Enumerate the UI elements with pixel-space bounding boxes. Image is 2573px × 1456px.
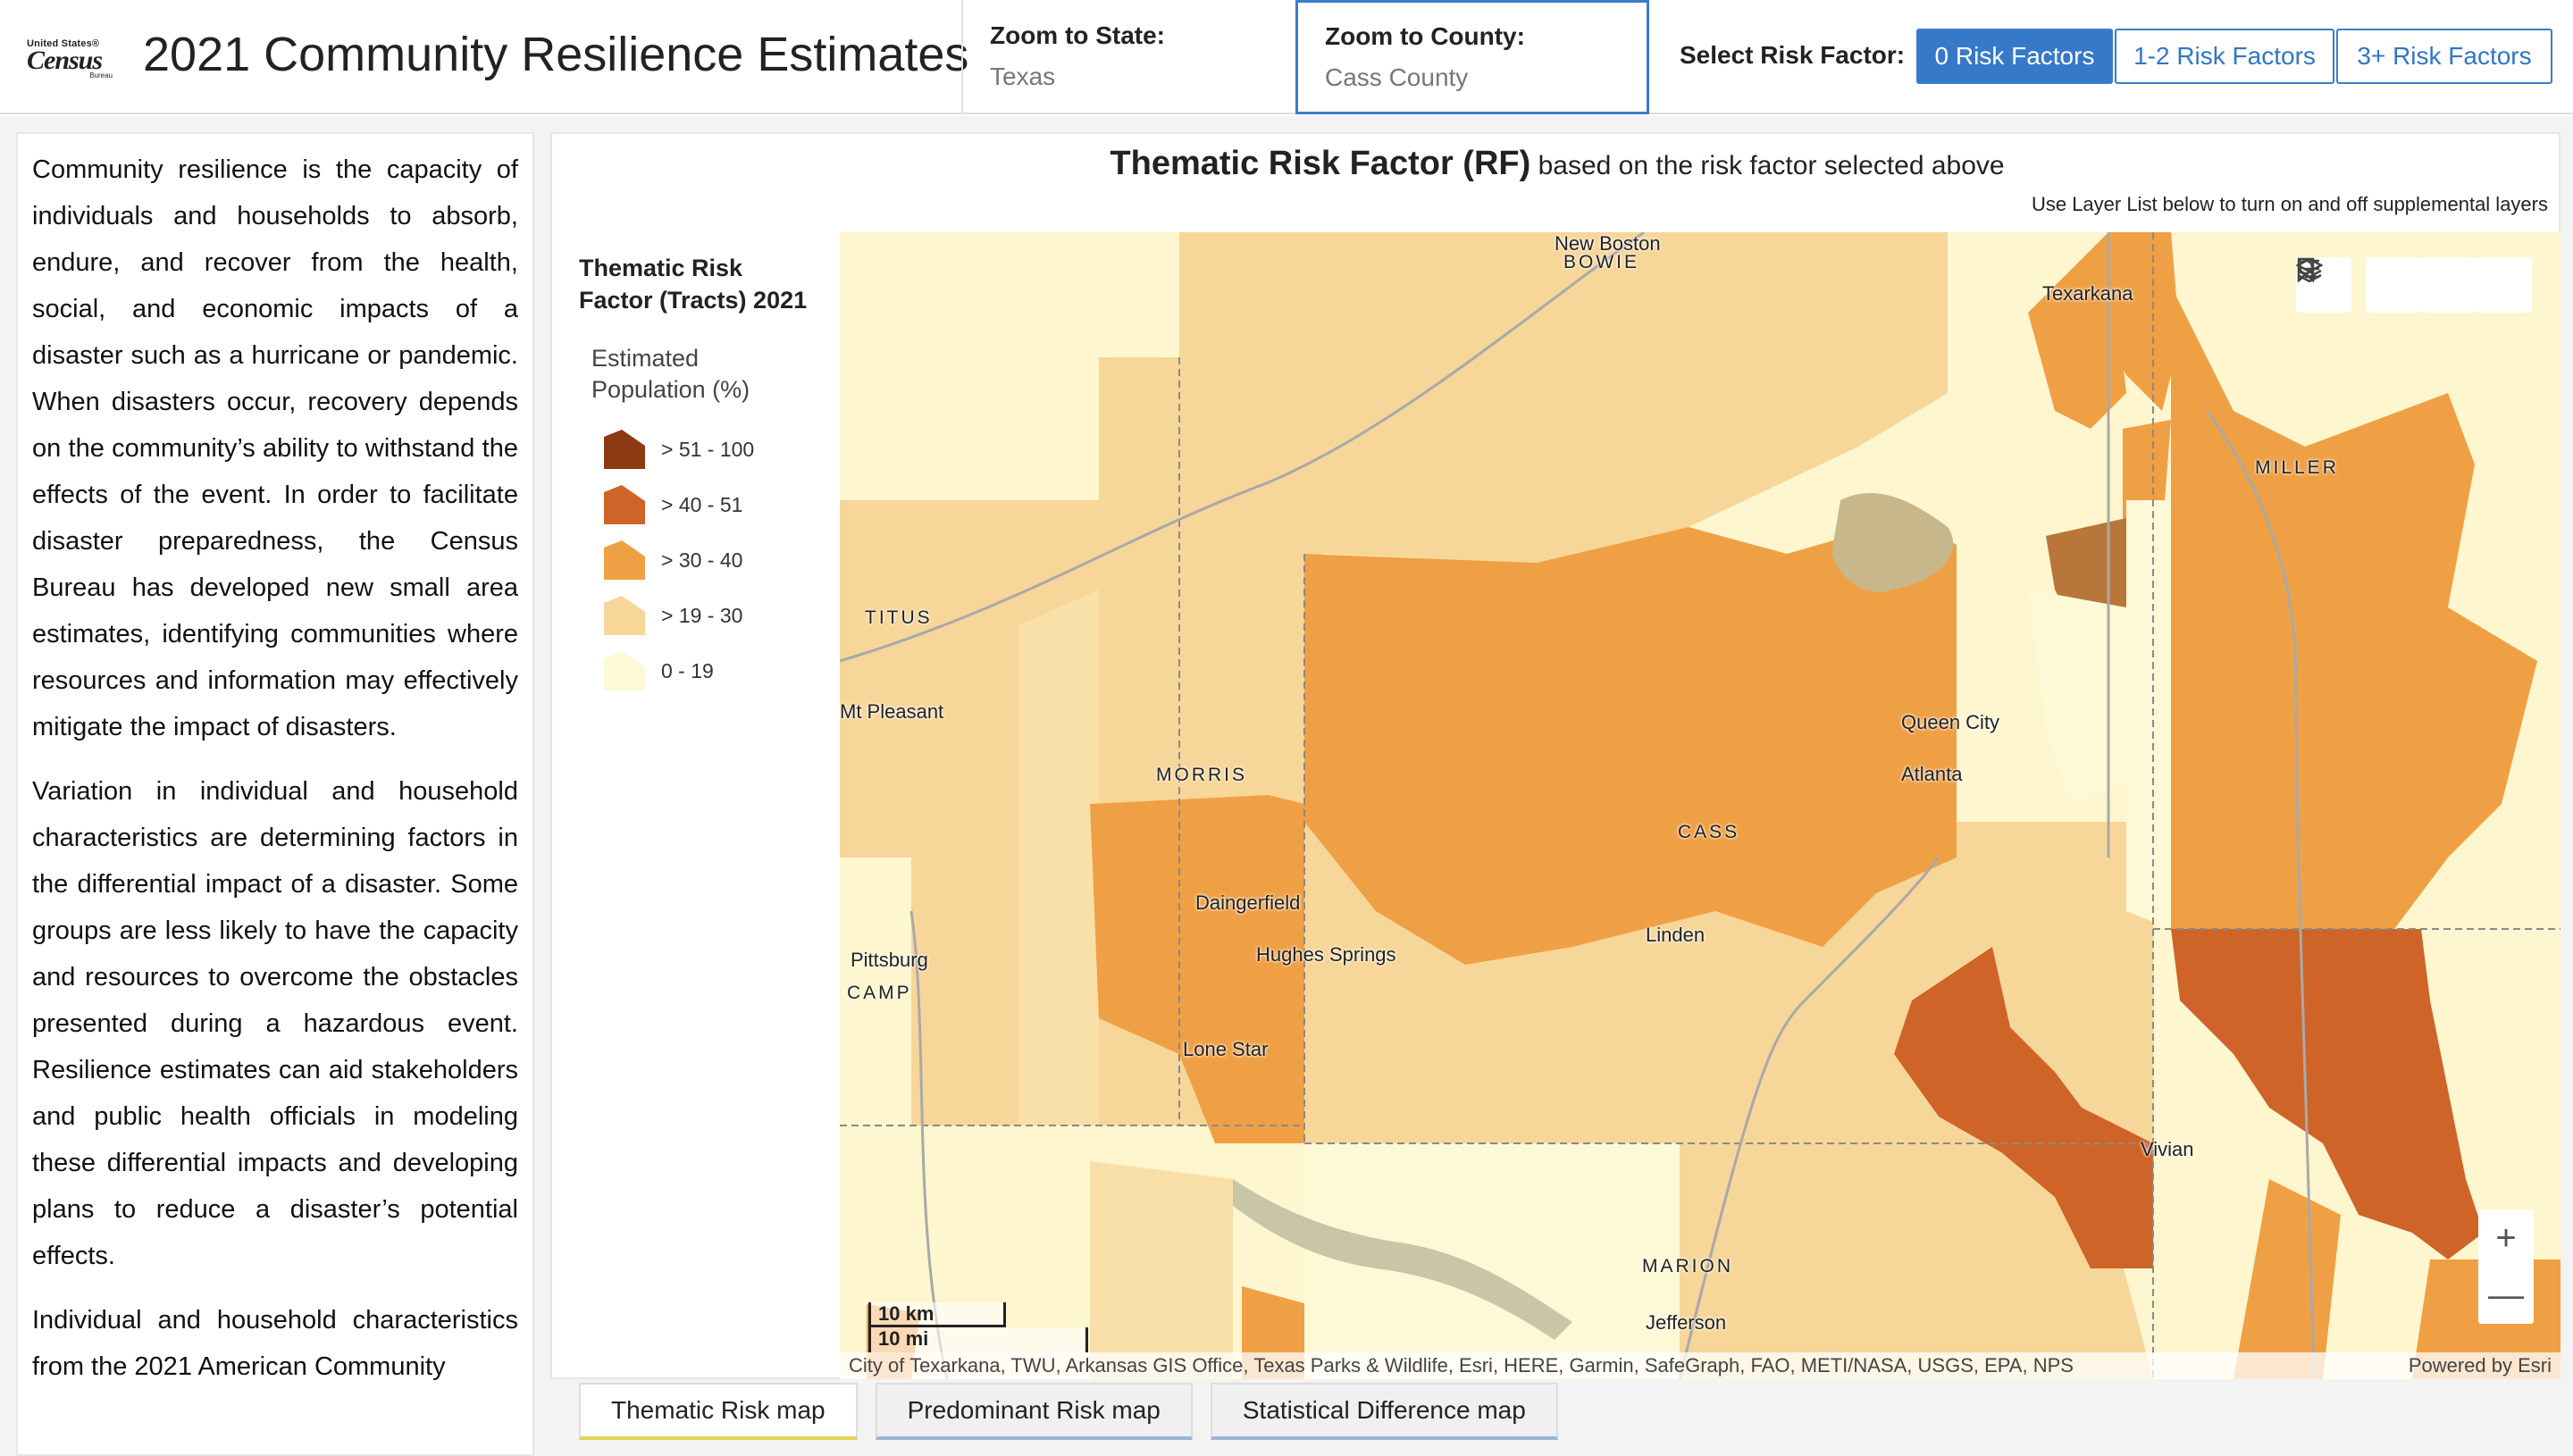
scale-mi: 10 mi [868,1327,1088,1352]
layer-list-icon[interactable] [2298,257,2477,313]
legend-title: Thematic Risk Factor (Tracts) 2021 [579,255,808,314]
legend-item: > 51 - 100 [604,422,811,477]
map-label-daingerfield: Daingerfield [1195,891,1301,914]
zoom-to-county-select[interactable]: Zoom to County: Cass County [1295,0,1649,114]
app-header: United States® Census Bureau 2021 Commun… [0,0,2573,114]
legend-item: > 40 - 51 [604,477,811,532]
legend-items: > 51 - 100 > 40 - 51 > 30 - 40 > 19 - 30… [579,422,811,699]
map-label-miller: MILLER [2255,457,2339,478]
legend-swatch-shape [604,540,645,580]
zoom-state-label: Zoom to State: [990,21,1165,49]
description-paragraph: Variation in individual and household ch… [32,777,518,1270]
description-paragraph: Community resilience is the capacity of … [32,155,518,741]
legend-label: 0 - 19 [661,658,714,682]
tab-thematic-risk[interactable]: Thematic Risk map [579,1383,858,1440]
map-label-new-boston: New Boston [1555,232,1661,255]
risk-button-3-plus[interactable]: 3+ Risk Factors [2336,29,2552,84]
layers-icon[interactable] [2296,257,2532,313]
logo-line-2: Census [27,46,103,75]
map-label-queen-city: Queen City [1901,711,2000,733]
powered-by-esri[interactable]: Powered by Esri [2408,1354,2552,1377]
legend-item: > 30 - 40 [604,532,811,588]
legend-swatch [604,485,645,524]
map-label-camp: CAMP [847,983,912,1003]
map-label-bowie: BOWIE [1563,252,1640,272]
zoom-out-button[interactable]: — [2488,1275,2524,1315]
map-panel: Thematic Risk Factor (RF) based on the r… [550,132,2560,1379]
legend-label: > 30 - 40 [661,548,743,572]
map-label-atlanta: Atlanta [1901,763,1963,785]
description-paragraph: Individual and household characteristics… [32,1306,518,1381]
legend-swatch-shape [604,430,645,469]
map-tabs: Thematic Risk map Predominant Risk map S… [579,1383,1558,1440]
legend-subtitle: Estimated Population (%) [591,345,750,403]
legend-swatch [604,596,645,635]
bookmark-icon[interactable] [2297,257,2421,313]
logo-line-3: Bureau [89,71,113,79]
legend-item: 0 - 19 [604,643,811,699]
zoom-controls: + — [2478,1209,2534,1324]
census-logo[interactable]: United States® Census Bureau [27,39,116,79]
zoom-in-button[interactable]: + [2495,1218,2517,1258]
map-label-mt-pleasant: Mt Pleasant [840,700,944,723]
app-title: 2021 Community Resilience Estimates [143,28,969,81]
scale-km: 10 km [868,1302,1006,1327]
legend-label: > 40 - 51 [661,492,743,516]
description-panel[interactable]: Community resilience is the capacity of … [16,132,534,1456]
logo-line-1: United States® [27,38,100,49]
risk-button-1-2[interactable]: 1-2 Risk Factors [2115,29,2334,84]
tab-predominant-risk[interactable]: Predominant Risk map [875,1383,1193,1440]
map-label-marion: MARION [1642,1256,1733,1276]
legend-label: > 19 - 30 [661,603,743,627]
map-subheading: Use Layer List below to turn on and off … [2031,193,2548,215]
map-toolbar [2296,257,2532,313]
legend-swatch [604,651,645,690]
legend-swatch [604,540,645,580]
legend-label: > 51 - 100 [661,437,755,461]
map-canvas [840,232,2560,1379]
map-label-jefferson: Jefferson [1646,1311,1727,1334]
map-heading-rest: based on the risk factor selected above [1538,151,2005,180]
map-label-titus: TITUS [865,607,933,628]
map-label-morris: MORRIS [1156,765,1247,785]
map-label-texarkana: Texarkana [2042,282,2133,305]
map-label-cass: CASS [1678,822,1740,842]
map-heading: Thematic Risk Factor (RF) based on the r… [552,145,2562,183]
tab-statistical-difference[interactable]: Statistical Difference map [1210,1383,1558,1440]
risk-button-0[interactable]: 0 Risk Factors [1916,29,2113,84]
map-label-pittsburg: Pittsburg [851,949,928,971]
legend-swatch-shape [604,596,645,635]
map-scale-bar: 10 km 10 mi [868,1302,1088,1352]
map-label-hughes-springs: Hughes Springs [1256,943,1396,966]
risk-factor-label: Select Risk Factor: [1680,41,1906,69]
map-label-vivian: Vivian [2141,1138,2194,1160]
map-label-linden: Linden [1646,924,1706,946]
map-legend: Thematic Risk Factor (Tracts) 2021 Estim… [579,252,811,699]
legend-swatch [604,430,645,469]
map-heading-bold: Thematic Risk Factor (RF) [1110,145,1531,182]
legend-swatch-shape [604,651,645,690]
legend-item: > 19 - 30 [604,588,811,643]
legend-swatch-shape [604,485,645,524]
zoom-county-label: Zoom to County: [1325,22,1525,50]
zoom-to-state-select[interactable]: Zoom to State: Texas [990,0,1294,114]
zoom-county-value: Cass County [1325,63,1469,91]
header-divider [961,0,963,114]
map-label-lone-star: Lone Star [1183,1038,1269,1060]
map-attribution: City of Texarkana, TWU, Arkansas GIS Off… [840,1352,2560,1379]
map-view[interactable]: New Boston BOWIE Texarkana MILLER TITUS … [840,232,2560,1379]
attribution-text: City of Texarkana, TWU, Arkansas GIS Off… [849,1354,2074,1377]
zoom-state-value: Texas [990,63,1056,90]
